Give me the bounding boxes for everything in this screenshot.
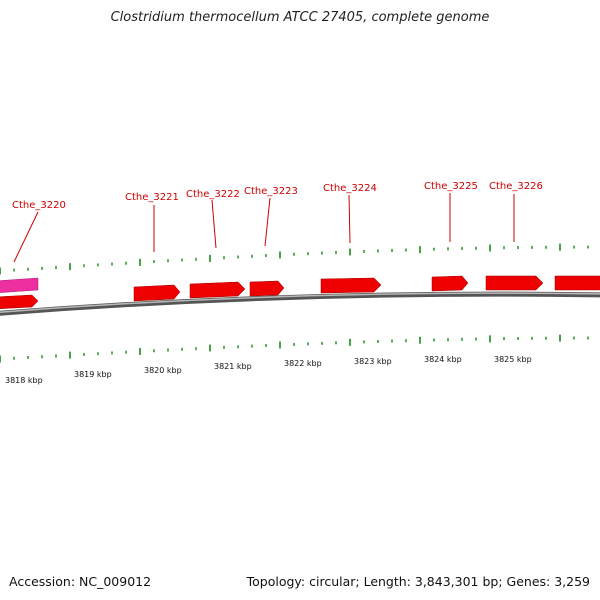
gene-label-cthe-3225[interactable]: Cthe_3225: [424, 181, 478, 192]
gene-label-cthe-3224[interactable]: Cthe_3224: [323, 183, 377, 194]
coordinate-label-3820: 3820 kbp: [144, 366, 182, 375]
gene-label-cthe-3222[interactable]: Cthe_3222: [186, 189, 240, 200]
gene-arrow[interactable]: [249, 280, 285, 297]
genome-backbone: [0, 291, 600, 316]
coordinate-label-3824: 3824 kbp: [424, 355, 462, 364]
gene-arrow[interactable]: [133, 284, 181, 302]
gene-arrow[interactable]: [485, 275, 544, 291]
coordinate-label-3818: 3818 kbp: [5, 376, 43, 385]
gene-label-cthe-3220[interactable]: Cthe_3220: [12, 200, 66, 211]
gene-other-strand[interactable]: [0, 277, 39, 293]
gene-label-cthe-3226[interactable]: Cthe_3226: [489, 181, 543, 192]
gene-arrow[interactable]: [189, 281, 246, 299]
coordinate-label-3823: 3823 kbp: [354, 357, 392, 366]
gene-label-cthe-3223[interactable]: Cthe_3223: [244, 186, 298, 197]
coordinate-label-3822: 3822 kbp: [284, 359, 322, 368]
gene-label-cthe-3221[interactable]: Cthe_3221: [125, 192, 179, 203]
gene-arrow[interactable]: [431, 275, 469, 292]
gene-arrow[interactable]: [554, 275, 600, 291]
gene-arrow[interactable]: [320, 277, 382, 294]
genome-summary-text: Topology: circular; Length: 3,843,301 bp…: [246, 574, 590, 589]
coordinate-label-3819: 3819 kbp: [74, 370, 112, 379]
gene-track: [0, 275, 600, 309]
gene-arrow[interactable]: [0, 294, 39, 309]
gene-label-leaders: [13, 193, 515, 263]
outer-tick-track: [0, 243, 589, 275]
coordinate-label-3825: 3825 kbp: [494, 355, 532, 364]
coordinate-label-3821: 3821 kbp: [214, 362, 252, 371]
map-title: Clostridium thermocellum ATCC 27405, com…: [110, 10, 490, 25]
accession-text: Accession: NC_009012: [9, 574, 152, 589]
inner-tick-track: [0, 334, 589, 363]
